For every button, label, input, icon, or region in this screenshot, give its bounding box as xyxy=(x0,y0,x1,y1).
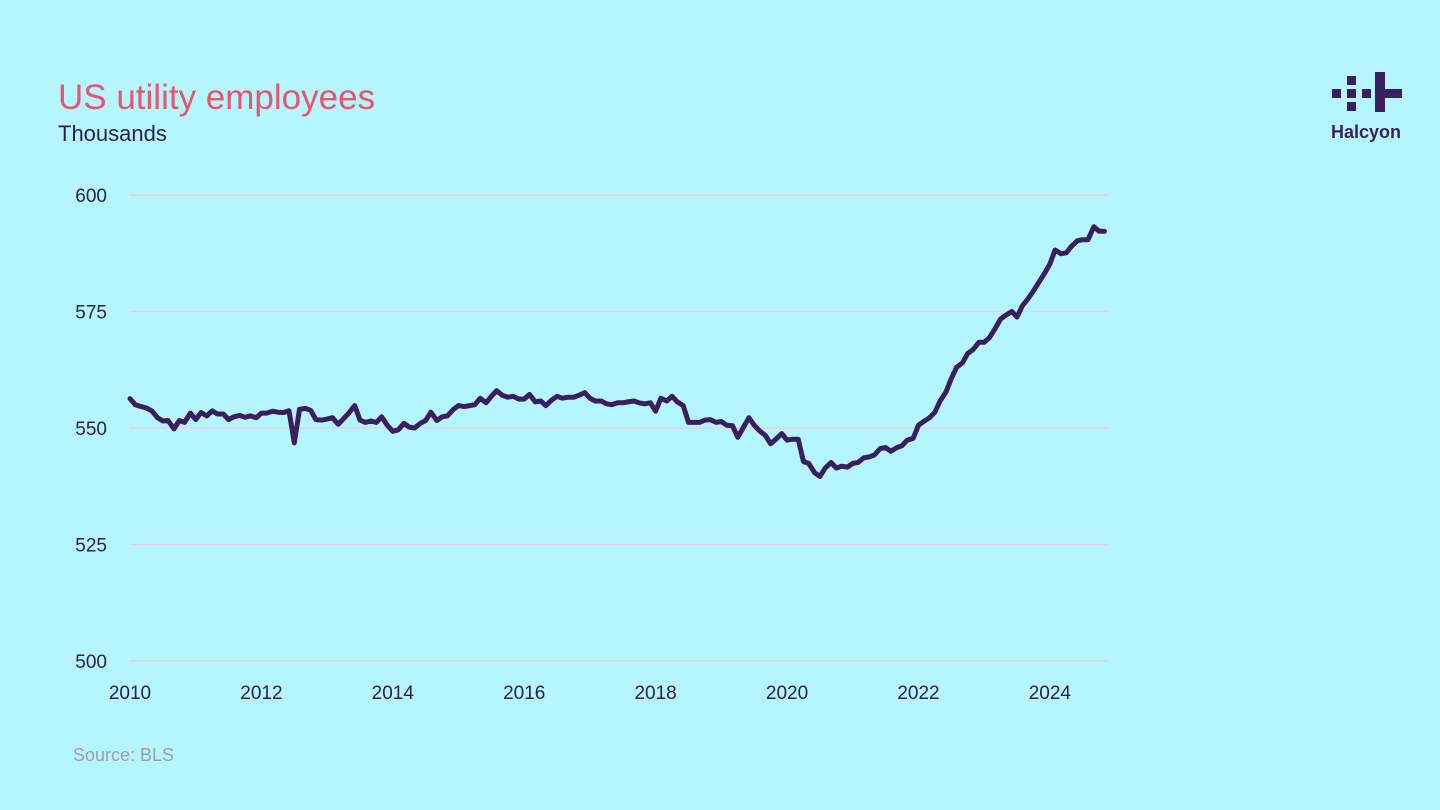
chart-subtitle: Thousands xyxy=(58,121,167,146)
halcyon-logo-icon xyxy=(1332,72,1402,112)
logo-wordmark: Halcyon xyxy=(1330,122,1402,142)
x-tick-label: 2010 xyxy=(109,683,151,704)
x-tick-label: 2014 xyxy=(372,683,415,704)
series-line xyxy=(127,224,1107,479)
y-tick-label: 500 xyxy=(75,652,107,673)
y-axis-ticks: 500 525 550 575 600 xyxy=(75,186,107,673)
x-tick-label: 2012 xyxy=(240,683,282,704)
y-tick-label: 575 xyxy=(75,303,107,324)
x-tick-label: 2016 xyxy=(503,683,545,704)
gridlines xyxy=(130,194,1109,662)
y-tick-label: 525 xyxy=(75,536,107,557)
chart-title: US utility employees xyxy=(58,78,376,117)
x-tick-label: 2018 xyxy=(634,683,676,704)
x-tick-label: 2020 xyxy=(766,683,808,704)
x-axis-ticks: 2010 2012 2014 2016 2018 2020 2022 2024 xyxy=(109,683,1072,704)
x-tick-label: 2022 xyxy=(897,683,939,704)
y-tick-label: 550 xyxy=(75,419,107,440)
halcyon-logo: Halcyon xyxy=(1326,70,1406,145)
x-tick-label: 2024 xyxy=(1029,683,1072,704)
y-tick-label: 600 xyxy=(75,186,107,207)
source-note: Source: BLS xyxy=(73,745,175,765)
